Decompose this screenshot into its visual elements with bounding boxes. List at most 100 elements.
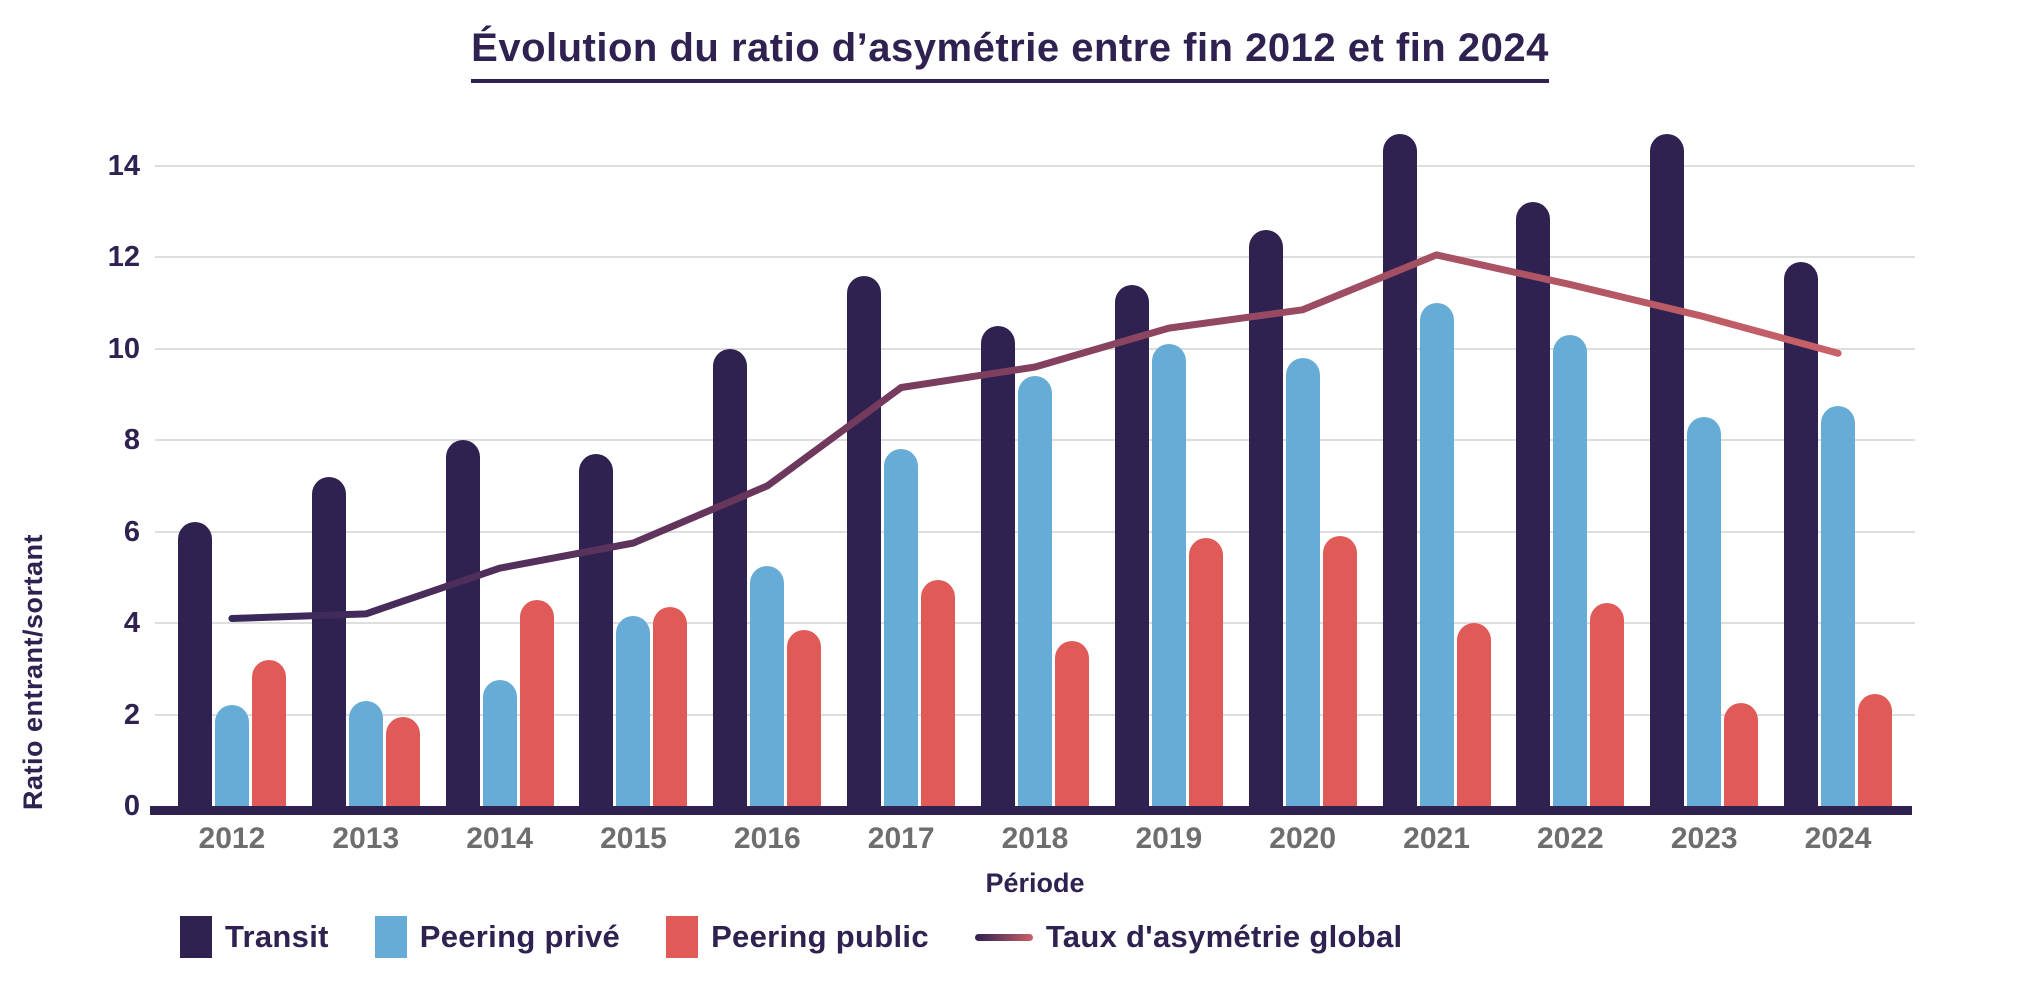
x-axis-baseline — [150, 806, 1912, 815]
legend-label-peering-prive: Peering privé — [419, 919, 621, 954]
bar-peering-public-2014 — [519, 600, 554, 806]
gridline-10 — [155, 347, 1915, 350]
asymmetry-line-series — [228, 251, 1842, 622]
year-label-2017: 2017 — [867, 822, 935, 855]
bar-peering-priv--2019 — [1151, 344, 1186, 806]
bar-group-2023 — [1637, 120, 1771, 806]
bar-transit-2018 — [980, 325, 1015, 806]
bar-peering-priv--2024 — [1821, 405, 1856, 806]
bar-peering-public-2016 — [787, 629, 822, 806]
legend-item-peering-public: Peering public — [666, 916, 929, 958]
bar-groups — [165, 120, 1905, 806]
legend-item-peering-prive: Peering privé — [374, 916, 621, 958]
bar-peering-priv--2013 — [348, 700, 383, 806]
bar-group-2015 — [567, 120, 701, 806]
year-label-2014: 2014 — [466, 822, 533, 855]
trend-line — [228, 251, 1842, 622]
bar-group-2022 — [1503, 120, 1637, 806]
legend-label-transit: Transit — [225, 919, 329, 954]
y-tick-6: 6 — [123, 515, 140, 548]
bar-group-2012 — [165, 120, 299, 806]
y-tick-4: 4 — [123, 607, 140, 640]
bar-peering-priv--2015 — [616, 616, 651, 806]
bar-peering-public-2015 — [653, 607, 688, 806]
bar-peering-public-2019 — [1188, 538, 1223, 806]
year-label-2020: 2020 — [1269, 822, 1337, 855]
bar-group-2013 — [299, 120, 433, 806]
bar-transit-2024 — [1784, 261, 1819, 806]
bar-peering-priv--2022 — [1553, 334, 1588, 806]
bar-peering-priv--2023 — [1687, 417, 1722, 806]
trend-line-swatch-icon — [974, 933, 1033, 941]
bar-peering-priv--2012 — [214, 705, 249, 806]
y-tick-0: 0 — [123, 790, 140, 822]
y-tick-14: 14 — [107, 149, 140, 182]
year-label-2013: 2013 — [332, 822, 400, 855]
bar-transit-2020 — [1248, 229, 1283, 806]
bar-peering-public-2018 — [1054, 641, 1089, 806]
legend-label-peering-public: Peering public — [711, 919, 929, 954]
bar-group-2017 — [834, 120, 968, 806]
bar-transit-2014 — [445, 440, 480, 806]
bar-peering-priv--2018 — [1017, 376, 1052, 806]
y-axis-label: Ratio entrant/sortant — [18, 533, 48, 810]
bar-peering-public-2012 — [251, 659, 286, 806]
bar-peering-priv--2014 — [482, 680, 517, 806]
peering-prive-swatch-icon — [374, 916, 407, 958]
bar-group-2018 — [968, 120, 1102, 806]
y-tick-12: 12 — [107, 241, 140, 274]
bar-group-2016 — [700, 120, 834, 806]
bar-transit-2013 — [311, 476, 346, 806]
bar-transit-2015 — [579, 453, 614, 806]
bar-peering-priv--2020 — [1285, 357, 1320, 806]
bar-group-2021 — [1370, 120, 1504, 806]
legend-item-transit: Transit — [180, 916, 329, 958]
bar-transit-2022 — [1516, 202, 1551, 806]
bar-group-2019 — [1102, 120, 1236, 806]
year-label-2021: 2021 — [1403, 822, 1470, 855]
gridline-12 — [155, 256, 1915, 259]
year-label-2015: 2015 — [600, 822, 667, 855]
bar-transit-2023 — [1650, 133, 1685, 806]
bar-transit-2016 — [713, 348, 748, 806]
x-axis-label: Période — [985, 868, 1085, 898]
bar-peering-public-2021 — [1456, 623, 1491, 806]
plot-area — [155, 120, 1915, 806]
year-label-2024: 2024 — [1804, 822, 1872, 855]
bar-peering-public-2013 — [385, 716, 420, 806]
transit-swatch-icon — [180, 916, 212, 958]
bar-group-2024 — [1771, 120, 1905, 806]
y-tick-8: 8 — [123, 424, 140, 457]
legend-label-taux-asymetrie: Taux d'asymétrie global — [1045, 919, 1403, 954]
legend: Transit Peering privé Peering public Tau… — [180, 916, 1402, 958]
y-tick-10: 10 — [107, 332, 140, 365]
bar-peering-public-2024 — [1858, 693, 1893, 806]
y-tick-2: 2 — [123, 698, 140, 731]
year-label-2022: 2022 — [1536, 822, 1604, 855]
bar-peering-priv--2021 — [1419, 302, 1454, 806]
year-label-2023: 2023 — [1670, 822, 1738, 855]
bar-transit-2017 — [847, 275, 882, 806]
bar-group-2020 — [1236, 120, 1370, 806]
bar-transit-2012 — [177, 522, 212, 806]
bar-transit-2021 — [1382, 133, 1417, 806]
year-label-2019: 2019 — [1135, 822, 1203, 855]
bar-peering-public-2017 — [921, 579, 956, 806]
year-label-2016: 2016 — [733, 822, 801, 855]
chart-title: Évolution du ratio d’asymétrie entre fin… — [471, 26, 1549, 83]
legend-item-taux-asymetrie: Taux d'asymétrie global — [974, 919, 1403, 955]
bar-peering-public-2022 — [1590, 602, 1625, 806]
bar-peering-priv--2016 — [750, 565, 785, 806]
year-label-2018: 2018 — [1001, 822, 1069, 855]
bar-group-2014 — [433, 120, 567, 806]
bar-peering-public-2020 — [1322, 536, 1357, 806]
bar-peering-priv--2017 — [884, 449, 919, 806]
bar-transit-2019 — [1114, 284, 1149, 806]
gridline-14 — [155, 164, 1915, 167]
title-wrap: Évolution du ratio d’asymétrie entre fin… — [0, 26, 2020, 83]
y-axis-ticks: 0 2 4 6 8 10 12 14 — [60, 120, 140, 821]
bar-peering-public-2023 — [1724, 703, 1759, 806]
x-axis-year-labels: 2012 2013 2014 2015 2016 2017 2018 2019 2020 2021… — [165, 822, 1905, 856]
year-label-2012: 2012 — [198, 822, 266, 855]
